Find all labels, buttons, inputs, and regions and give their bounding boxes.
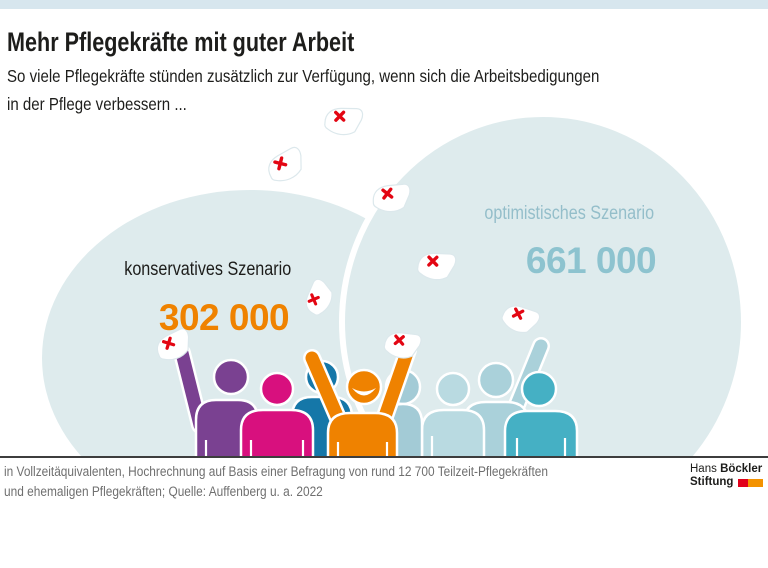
logo-line2: Stiftung [690,476,764,489]
person-figure-purple [173,344,260,457]
person-figure-pink [239,371,315,457]
nurse-cap-icon [262,144,309,187]
subtitle: So viele Pflegekräfte stünden zusätzlich… [7,62,599,118]
logo-line1: Hans Böckler [690,463,763,476]
optimistic-scenario-value: 661 000 [525,240,657,281]
person-figure-pale [420,371,486,457]
person-figure-orange [303,341,417,457]
footer-divider-line [0,456,768,458]
subtitle-line1: So viele Pflegekräfte stünden zusätzlich… [7,66,600,86]
logo-name-bold: Böckler [720,463,763,475]
smile-icon [352,388,376,396]
logo-name-regular: Hans [690,463,717,475]
subtitle-line2: in der Pflege verbessern ... [7,94,187,114]
footnote-line1: in Vollzeitäquivalenten, Hochrechnung au… [4,464,548,479]
logo-mark-red-icon [738,478,749,487]
illustration-canvas [42,100,747,457]
optimistic-scenario-label: optimistisches Szenario [484,203,655,224]
nurse-cap-icon [321,100,366,140]
page-title: Mehr Pflegekräfte mit guter Arbeit [7,27,355,57]
hans-boeckler-stiftung-logo: Hans Böckler Stiftung [690,463,764,489]
footnote-line2: und ehemaligen Pflegekräften; Quelle: Au… [4,483,323,499]
person-figure-teal [503,370,579,457]
top-accent-bar [0,0,768,9]
footnote: in Vollzeitäquivalenten, Hochrechnung au… [4,462,548,501]
logo-stiftung-label: Stiftung [690,476,734,488]
optimistic-scenario-circle [339,111,747,457]
conservative-scenario-label: konservatives Szenario [124,259,292,280]
logo-mark-orange-icon [748,478,764,487]
conservative-scenario-value: 302 000 [158,297,290,338]
